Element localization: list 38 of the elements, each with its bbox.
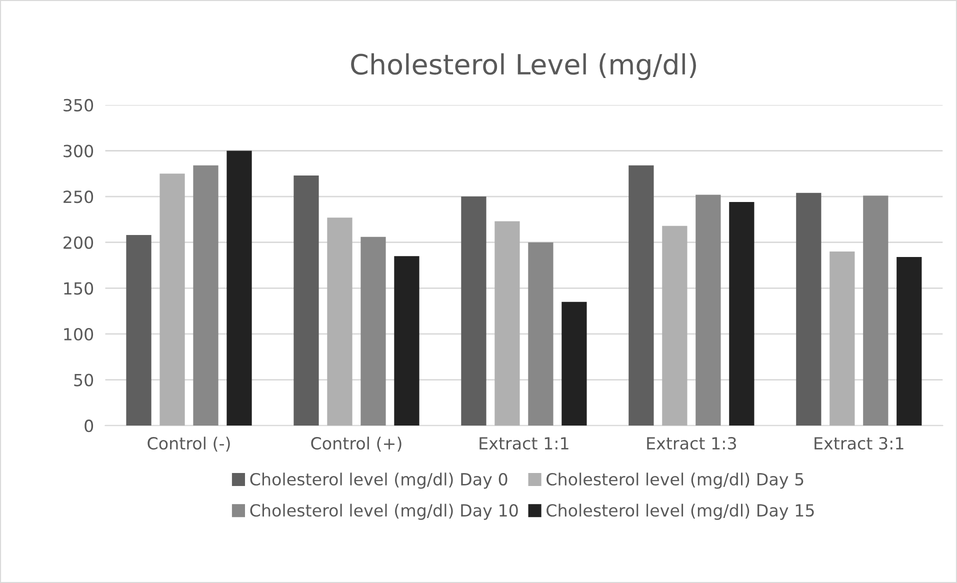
x-tick-label: Control (+) [311, 436, 402, 452]
bar [126, 235, 152, 426]
x-tick-label: Extract 3:1 [814, 436, 904, 450]
bar [193, 165, 218, 426]
y-tick-label: 0 [84, 420, 94, 432]
bar [327, 218, 352, 426]
bar [160, 174, 185, 426]
bar [796, 192, 822, 426]
y-tick-label: 100 [64, 328, 94, 341]
bar [696, 194, 721, 426]
x-tick-label: Extract 1:1 [480, 437, 568, 450]
bar [528, 242, 554, 426]
y-tick-label: 250 [64, 190, 94, 204]
bar [830, 252, 855, 426]
bar [863, 196, 888, 426]
legend-label: Cholesterol level (mg/dl) Day 0 [250, 472, 508, 489]
legend-label: Cholesterol level (mg/dl) Day 10 [250, 504, 518, 520]
bar [896, 257, 922, 426]
bar [226, 150, 252, 426]
y-tick-label: 50 [74, 374, 94, 386]
bar [394, 256, 420, 426]
bar [662, 226, 688, 426]
x-tick-label: Control (-) [148, 436, 230, 452]
y-tick-label: 350 [64, 98, 94, 112]
y-tick-label: 150 [64, 282, 94, 295]
bar [294, 175, 319, 426]
chart-title: Cholesterol Level (mg/dl) [351, 53, 696, 80]
y-tick-label: 200 [64, 236, 94, 249]
legend-label: Cholesterol level (mg/dl) Day 15 [546, 504, 814, 520]
bar [360, 236, 386, 426]
bar [562, 302, 587, 426]
bar [494, 221, 520, 426]
bar [461, 196, 486, 426]
y-tick-label: 300 [64, 144, 94, 158]
legend-label: Cholesterol level (mg/dl) Day 5 [546, 472, 804, 489]
bar [628, 165, 654, 426]
x-tick-label: Extract 1:3 [647, 436, 736, 450]
bar [729, 202, 754, 426]
